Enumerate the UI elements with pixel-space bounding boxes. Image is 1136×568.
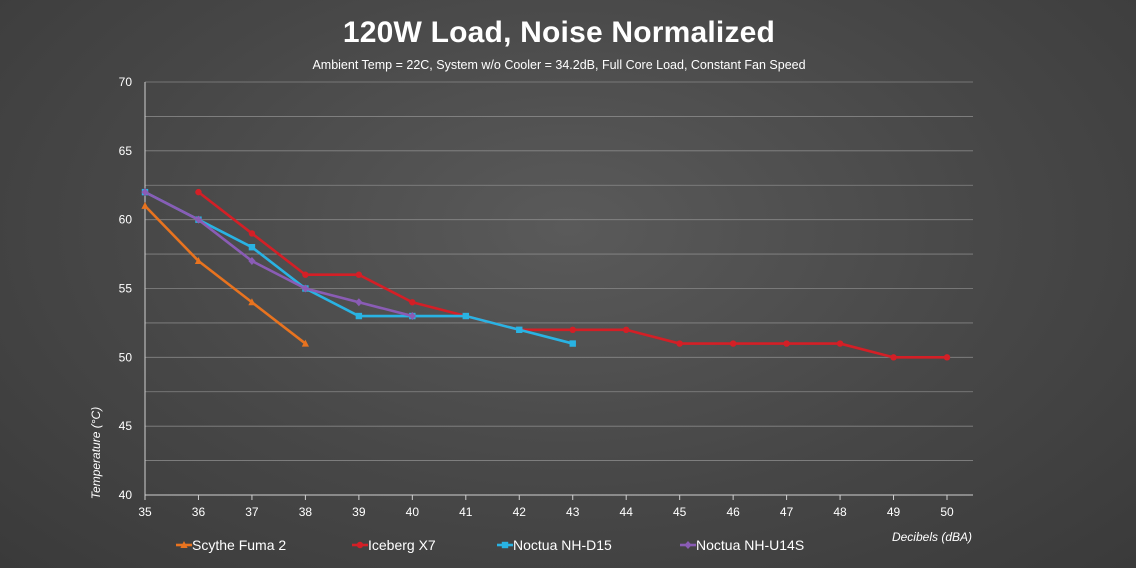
data-point bbox=[837, 340, 843, 346]
data-point bbox=[356, 313, 362, 319]
x-tick-label: 43 bbox=[566, 505, 580, 519]
x-tick-label: 47 bbox=[780, 505, 794, 519]
y-tick-label: 40 bbox=[119, 488, 133, 502]
series-iceberg-x7 bbox=[195, 189, 950, 361]
x-tick-label: 36 bbox=[192, 505, 206, 519]
legend-marker bbox=[357, 542, 363, 548]
y-tick-label: 70 bbox=[119, 75, 133, 89]
legend-label: Iceberg X7 bbox=[368, 537, 436, 553]
y-axis-label: Temperature (°C) bbox=[89, 407, 103, 499]
legend-item: Iceberg X7 bbox=[352, 537, 436, 553]
x-tick-label: 49 bbox=[887, 505, 901, 519]
x-tick-label: 46 bbox=[726, 505, 740, 519]
legend: Scythe Fuma 2 Iceberg X7 Noctua NH-D15 Noct… bbox=[176, 537, 804, 553]
x-tick-label: 44 bbox=[620, 505, 634, 519]
y-tick-label: 50 bbox=[119, 350, 133, 364]
data-point bbox=[249, 230, 255, 236]
x-axis-label: Decibels (dBA) bbox=[892, 530, 972, 544]
series-layer bbox=[141, 188, 950, 360]
data-point bbox=[944, 354, 950, 360]
data-point bbox=[195, 189, 201, 195]
x-tick-label: 42 bbox=[513, 505, 527, 519]
data-point bbox=[355, 298, 362, 306]
data-point bbox=[623, 327, 629, 333]
y-tick-label: 65 bbox=[119, 144, 133, 158]
x-tick-label: 40 bbox=[406, 505, 420, 519]
legend-label: Noctua NH-D15 bbox=[513, 537, 612, 553]
legend-item: Noctua NH-D15 bbox=[497, 537, 612, 553]
data-point bbox=[676, 340, 682, 346]
x-tick-label: 37 bbox=[245, 505, 259, 519]
data-point bbox=[249, 244, 255, 250]
data-point bbox=[516, 327, 522, 333]
x-tick-label: 45 bbox=[673, 505, 687, 519]
y-tick-label: 55 bbox=[119, 282, 133, 296]
legend-marker bbox=[684, 541, 691, 549]
data-point bbox=[141, 202, 148, 209]
x-tick-label: 39 bbox=[352, 505, 366, 519]
data-point bbox=[356, 272, 362, 278]
legend-item: Noctua NH-U14S bbox=[680, 537, 804, 553]
x-tick-label: 50 bbox=[940, 505, 954, 519]
data-point bbox=[302, 272, 308, 278]
data-point bbox=[570, 340, 576, 346]
x-tick-label: 38 bbox=[299, 505, 313, 519]
y-tick-label: 60 bbox=[119, 213, 133, 227]
legend-marker bbox=[502, 542, 508, 548]
data-point bbox=[783, 340, 789, 346]
series-scythe-fuma-2 bbox=[141, 202, 309, 347]
line-chart: 40 45 50 55 60 65 70 35 36 37 38 39 40 41 42 43 44 45 46 47… bbox=[0, 0, 1136, 568]
data-point bbox=[730, 340, 736, 346]
x-tick-label: 41 bbox=[459, 505, 473, 519]
x-tick-label: 48 bbox=[833, 505, 847, 519]
data-point bbox=[890, 354, 896, 360]
legend-item: Scythe Fuma 2 bbox=[176, 537, 286, 553]
legend-label: Scythe Fuma 2 bbox=[192, 537, 286, 553]
legend-label: Noctua NH-U14S bbox=[696, 537, 804, 553]
x-tick-label: 35 bbox=[138, 505, 152, 519]
data-point bbox=[463, 313, 469, 319]
data-point bbox=[570, 327, 576, 333]
data-point bbox=[409, 299, 415, 305]
y-tick-label: 45 bbox=[119, 419, 133, 433]
